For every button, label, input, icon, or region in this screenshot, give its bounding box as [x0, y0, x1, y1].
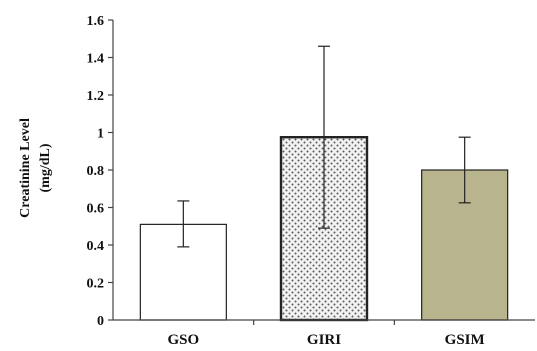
y-tick-label: 1.4: [87, 52, 105, 67]
y-axis-title: Creatinine Level (mg/dL): [18, 118, 53, 218]
x-tick-label-gso: GSO: [167, 332, 199, 348]
y-tick-label: 1.2: [87, 89, 105, 104]
x-axis: GSO GIRI GSIM: [113, 319, 535, 348]
x-tick-label-giri: GIRI: [307, 332, 341, 348]
y-tick-label: 1: [97, 127, 104, 142]
y-axis-title-line-1: Creatinine Level: [18, 118, 33, 218]
y-axis: 0 0.2 0.4 0.6 0.8 1 1.2 1.4 1.6: [87, 14, 114, 329]
y-tick-label: 0: [97, 314, 104, 329]
y-tick-label: 1.6: [87, 14, 105, 29]
y-axis-title-line-2: (mg/dL): [38, 143, 53, 192]
y-tick-label: 0.6: [87, 202, 105, 217]
x-tick-label-gsim: GSIM: [445, 332, 485, 348]
y-tick-label: 0.4: [87, 239, 105, 254]
error-bars-layer: [177, 45, 471, 248]
y-tick-label: 0.8: [87, 164, 105, 179]
y-tick-label: 0.2: [87, 277, 105, 292]
